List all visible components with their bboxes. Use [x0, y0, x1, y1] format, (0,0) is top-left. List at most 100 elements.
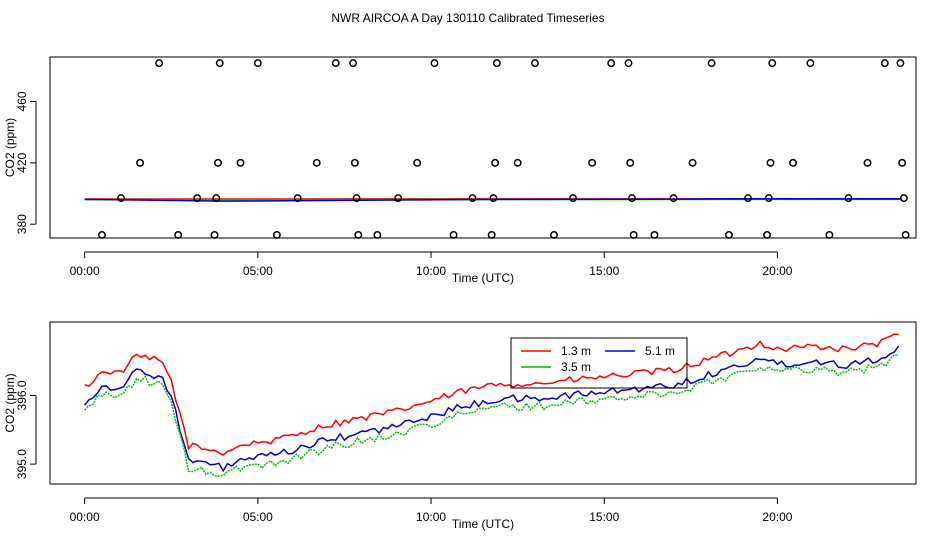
bottom-panel: 00:00 05:00 10:00 15:00 20:00 395.0 396.0 1.3…	[3, 321, 917, 531]
figure-title: NWR AIRCOA A Day 130110 Calibrated Times…	[331, 11, 604, 25]
legend-label: 5.1 m	[645, 344, 675, 358]
top-plot-frame	[49, 56, 917, 239]
series-line-5-1-m	[84, 345, 900, 473]
calibration-point	[487, 230, 496, 239]
series-line-3-5-m	[84, 354, 899, 477]
calibration-point	[513, 158, 522, 167]
calibration-point	[394, 194, 403, 203]
calibration-point	[98, 230, 106, 239]
calibration-point	[898, 158, 907, 167]
y-tick-label: 395.0	[15, 449, 29, 479]
calibration-point	[844, 194, 853, 203]
x-tick-label: 00:00	[70, 264, 100, 278]
calibration-point	[899, 194, 908, 203]
x-tick-label: 15:00	[589, 264, 619, 278]
calibration-point	[449, 230, 458, 239]
calibration-point	[350, 158, 359, 167]
series-line-1-3-m	[84, 333, 899, 456]
x-tick-label: 15:00	[589, 510, 619, 524]
calibration-point	[628, 194, 636, 203]
calibration-point	[880, 59, 889, 68]
bottom-x-axis-label: Time (UTC)	[452, 517, 514, 531]
bottom-y-axis: 395.0 396.0	[15, 380, 37, 479]
calibration-point	[489, 194, 498, 203]
calibration-point	[491, 158, 500, 167]
x-tick-label: 05:00	[243, 264, 273, 278]
x-tick-label: 10:00	[416, 264, 446, 278]
calibration-point	[688, 158, 697, 167]
calibration-point	[766, 158, 775, 167]
calibration-point	[806, 59, 815, 68]
calibration-point	[724, 230, 733, 239]
calibration-point	[354, 230, 363, 239]
calibration-point	[210, 230, 219, 239]
calibration-point	[413, 158, 422, 167]
calibration-point	[253, 59, 262, 68]
calibration-point	[569, 194, 578, 203]
calibration-point	[352, 194, 361, 203]
y-tick-label: 420	[15, 153, 29, 173]
calibration-point	[214, 158, 222, 167]
calibration-point	[764, 194, 773, 203]
calibration-point	[349, 59, 358, 68]
calibration-point	[768, 59, 777, 68]
bottom-plot-frame	[49, 321, 917, 485]
x-tick-label: 00:00	[70, 510, 100, 524]
calibration-point	[789, 158, 797, 167]
calibration-point	[215, 59, 224, 68]
calibration-point	[212, 194, 221, 203]
calibration-point	[430, 59, 439, 68]
legend-label: 3.5 m	[561, 360, 591, 374]
x-tick-label: 05:00	[243, 510, 273, 524]
bottom-y-axis-label: CO2 (ppm)	[3, 373, 17, 432]
top-x-axis-label: Time (UTC)	[452, 271, 514, 285]
calibration-point	[236, 158, 245, 167]
series-line-5-1-m	[84, 197, 903, 202]
y-tick-label: 460	[15, 91, 29, 111]
calibration-point	[468, 194, 477, 203]
calibration-point	[763, 230, 771, 239]
calibration-point	[629, 230, 638, 239]
calibration-point	[626, 158, 635, 167]
calibration-point	[588, 158, 597, 167]
bottom-x-axis: 00:00 05:00 10:00 15:00 20:00	[70, 497, 793, 524]
calibration-point	[193, 194, 202, 203]
calibration-point	[607, 59, 616, 68]
calibration-point	[901, 230, 910, 239]
x-tick-label: 20:00	[762, 264, 792, 278]
bottom-series-lines	[84, 333, 900, 477]
calibration-point	[896, 59, 905, 68]
calibration-point	[312, 158, 321, 167]
calibration-point	[624, 59, 633, 68]
legend-label: 1.3 m	[561, 344, 591, 358]
calibration-point	[272, 230, 281, 239]
calibration-point	[331, 59, 340, 68]
calibration-point	[744, 194, 752, 203]
x-tick-label: 10:00	[416, 510, 446, 524]
calibration-point	[550, 230, 558, 239]
x-tick-label: 20:00	[762, 510, 792, 524]
top-calibration-points	[98, 59, 910, 239]
top-x-axis: 00:00 05:00 10:00 15:00 20:00	[70, 251, 793, 278]
calibration-point	[293, 194, 302, 203]
calibration-point	[136, 158, 145, 167]
calibration-point	[373, 230, 382, 239]
y-tick-label: 380	[15, 214, 29, 234]
calibration-point	[531, 59, 539, 68]
calibration-point	[650, 230, 659, 239]
calibration-point	[492, 59, 501, 68]
top-panel: 00:00 05:00 10:00 15:00 20:00 380 420 460 Time…	[3, 56, 917, 285]
calibration-point	[155, 59, 164, 68]
calibration-point	[117, 194, 125, 203]
calibration-point	[669, 194, 678, 203]
y-tick-label: 396.0	[15, 380, 29, 410]
calibration-point	[707, 59, 716, 68]
calibration-point	[174, 230, 183, 239]
calibration-point	[825, 230, 834, 239]
legend: 1.3 m 5.1 m 3.5 m	[510, 337, 688, 389]
top-y-axis: 380 420 460	[15, 91, 37, 234]
legend-box	[510, 337, 688, 389]
calibration-point	[863, 158, 872, 167]
top-y-axis-label: CO2 (ppm)	[3, 118, 17, 177]
